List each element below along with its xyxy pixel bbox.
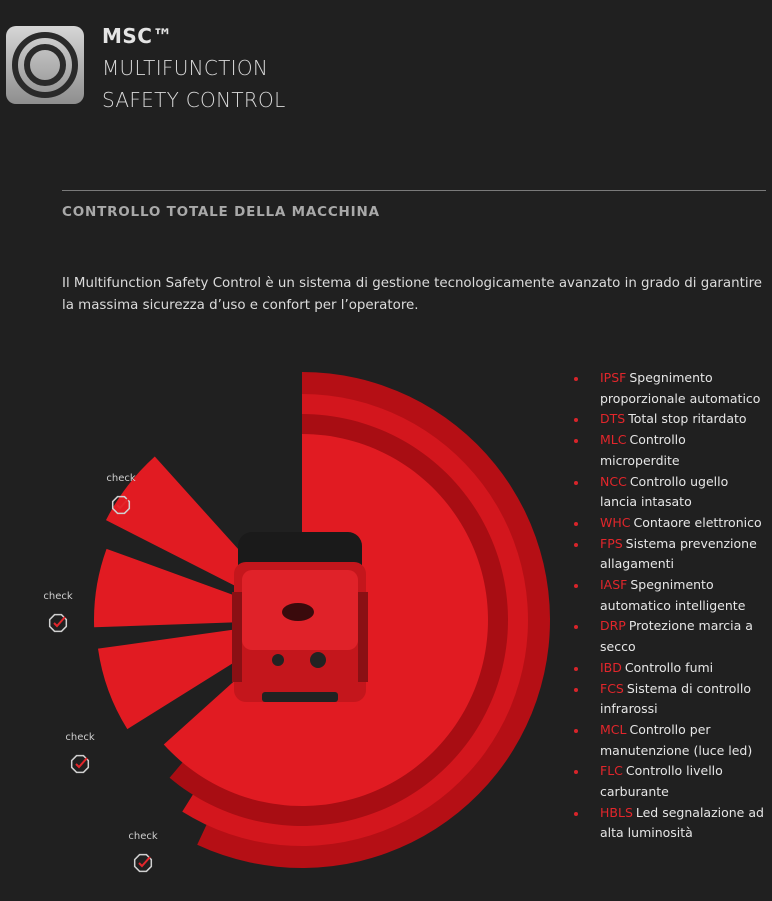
check-label: check: [106, 473, 136, 484]
feature-code: FCS: [600, 680, 624, 696]
feature-label: Controllo fumi: [624, 659, 714, 675]
feature-label: Total stop ritardato: [628, 411, 747, 427]
safety-graphic: [48, 372, 551, 873]
check-mark: [138, 856, 151, 868]
divider: [62, 190, 766, 191]
section-heading: CONTROLLO TOTALE DELLA MACCHINA: [62, 204, 380, 220]
feature-code: IASF: [600, 577, 628, 593]
feature-label: Contaore elettronico: [633, 514, 762, 530]
feature-item: FPS Sistema prevenzione allagamenti: [572, 534, 764, 575]
logo-icon: [6, 26, 84, 104]
feature-item: WHC Contaore elettronico: [572, 513, 764, 534]
feature-code: DRP: [600, 618, 626, 634]
feature-label: Spegnimento proporzionale automatico: [600, 370, 761, 406]
feature-list: IPSF Spegnimento proporzionale automatico…: [572, 368, 764, 844]
feature-item: DTS Total stop ritardato: [572, 409, 764, 430]
feature-label: Controllo ugello lancia intasato: [600, 473, 729, 510]
feature-label: Controllo per manutenzione (luce led): [600, 721, 753, 758]
check-mark: [116, 498, 129, 510]
feature-code: MLC: [600, 432, 627, 448]
check-label: check: [43, 591, 73, 602]
feature-item: DRP Protezione marcia a secco: [572, 616, 764, 657]
feature-label: Sistema prevenzione allagamenti: [600, 535, 757, 572]
feature-code: NCC: [600, 473, 627, 489]
feature-label: Controllo livello carburante: [600, 763, 723, 800]
feature-code: DTS: [600, 411, 626, 427]
check-label: check: [65, 732, 95, 743]
check-label: check: [128, 831, 158, 842]
machine: [232, 532, 368, 702]
feature-label: Controllo microperdite: [600, 432, 686, 468]
check-mark: [75, 757, 88, 769]
feature-label: Led segnalazione ad alta luminosità: [600, 804, 764, 841]
feature-item: MCL Controllo per manutenzione (luce led): [572, 720, 764, 761]
feature-item: IBD Controllo fumi: [572, 658, 764, 679]
subtitle: MULTIFUNCTION: [102, 56, 269, 80]
feature-code: IPSF: [600, 370, 627, 385]
feature-label: Protezione marcia a secco: [600, 618, 753, 655]
feature-code: FPS: [600, 535, 623, 551]
intro-text: Il Multifunction Safety Control è un sis…: [62, 276, 763, 313]
feature-label: Sistema di controllo infrarossi: [600, 680, 752, 717]
feature-code: MCL: [600, 721, 627, 737]
feature-code: WHC: [600, 514, 631, 530]
feature-item: IASF Spegnimento automatico intelligente: [572, 575, 764, 616]
subtitle: SAFETY CONTROL: [102, 88, 286, 112]
feature-code: IBD: [600, 659, 622, 675]
feature-label: Spegnimento automatico intelligente: [600, 577, 746, 613]
feature-item: FCS Sistema di controllo infrarossi: [572, 679, 764, 720]
feature-item: IPSF Spegnimento proporzionale automatico: [572, 368, 764, 409]
feature-item: MLC Controllo microperdite: [572, 430, 764, 471]
title: MSC™: [102, 24, 173, 48]
feature-code: HBLS: [600, 804, 633, 820]
check-mark: [53, 616, 66, 628]
feature-item: NCC Controllo ugello lancia intasato: [572, 472, 764, 513]
feature-item: FLC Controllo livello carburante: [572, 761, 764, 802]
feature-item: HBLS Led segnalazione ad alta luminosità: [572, 803, 764, 844]
feature-code: FLC: [600, 763, 623, 779]
